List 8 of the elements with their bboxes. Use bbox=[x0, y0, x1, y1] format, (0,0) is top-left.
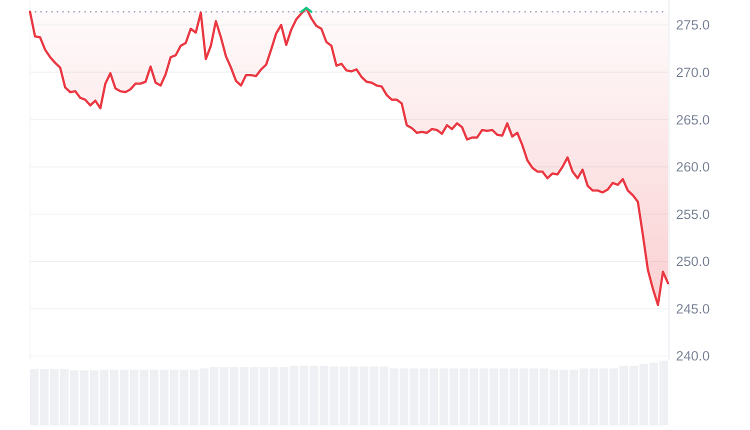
y-tick-label: 270.0 bbox=[676, 65, 710, 80]
y-tick-label: 255.0 bbox=[676, 206, 710, 222]
y-tick-label: 260.0 bbox=[676, 160, 710, 175]
y-tick-label: 275.0 bbox=[676, 18, 710, 33]
y-tick-label: 245.0 bbox=[676, 301, 710, 316]
y-tick-label: 265.0 bbox=[676, 112, 710, 128]
y-tick-label: 240.0 bbox=[676, 348, 710, 364]
y-tick-label: 250.0 bbox=[676, 254, 710, 270]
